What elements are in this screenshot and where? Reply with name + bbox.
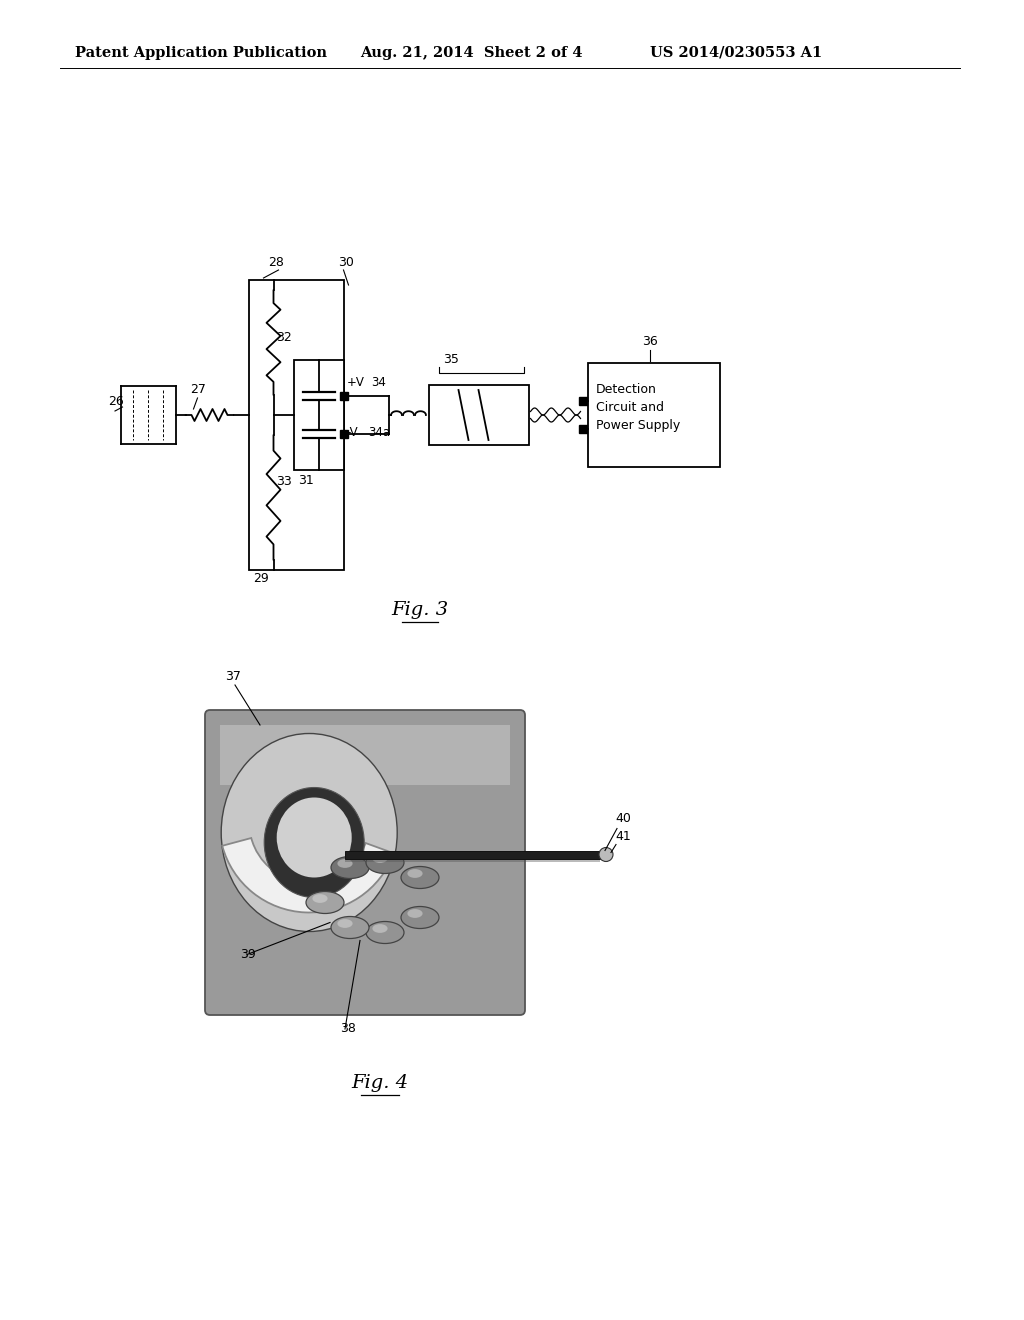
Ellipse shape <box>337 919 352 928</box>
Text: Power Supply: Power Supply <box>596 418 680 432</box>
Text: US 2014/0230553 A1: US 2014/0230553 A1 <box>650 46 822 59</box>
Text: 31: 31 <box>299 474 314 487</box>
Text: 39: 39 <box>240 948 256 961</box>
Ellipse shape <box>401 866 439 888</box>
Bar <box>220 725 510 785</box>
Ellipse shape <box>221 734 397 932</box>
Ellipse shape <box>401 907 439 928</box>
Bar <box>428 385 528 445</box>
Text: -V: -V <box>346 425 358 438</box>
Ellipse shape <box>331 916 369 939</box>
Text: Circuit and: Circuit and <box>596 401 664 414</box>
Text: Aug. 21, 2014  Sheet 2 of 4: Aug. 21, 2014 Sheet 2 of 4 <box>360 46 583 59</box>
Ellipse shape <box>276 797 351 878</box>
Text: 27: 27 <box>190 383 207 396</box>
Ellipse shape <box>331 857 369 879</box>
Ellipse shape <box>373 854 388 863</box>
Bar <box>294 360 343 470</box>
Text: 26: 26 <box>108 395 124 408</box>
Text: Fig. 4: Fig. 4 <box>351 1074 409 1092</box>
Text: +V: +V <box>346 376 365 389</box>
Text: 33: 33 <box>276 475 292 488</box>
Text: Fig. 3: Fig. 3 <box>391 601 449 619</box>
Text: 35: 35 <box>443 352 460 366</box>
Ellipse shape <box>366 851 404 874</box>
Text: Patent Application Publication: Patent Application Publication <box>75 46 327 59</box>
Text: 34a: 34a <box>369 425 390 438</box>
Bar <box>345 850 600 858</box>
Text: 32: 32 <box>276 331 292 343</box>
Text: 40: 40 <box>615 813 631 825</box>
Ellipse shape <box>264 788 365 898</box>
Text: 37: 37 <box>225 671 241 682</box>
Text: 41: 41 <box>615 830 631 843</box>
Text: 30: 30 <box>339 256 354 269</box>
Ellipse shape <box>312 894 328 903</box>
Ellipse shape <box>373 924 388 933</box>
FancyBboxPatch shape <box>205 710 525 1015</box>
Ellipse shape <box>599 847 613 862</box>
Ellipse shape <box>408 909 423 917</box>
Text: 29: 29 <box>254 572 269 585</box>
Text: 28: 28 <box>268 256 285 269</box>
Text: 38: 38 <box>340 1022 356 1035</box>
Text: Detection: Detection <box>596 383 656 396</box>
Ellipse shape <box>366 921 404 944</box>
Bar <box>249 280 343 570</box>
Ellipse shape <box>408 869 423 878</box>
Bar <box>345 854 600 862</box>
Text: 36: 36 <box>642 335 658 348</box>
Text: 34: 34 <box>372 376 386 389</box>
Wedge shape <box>222 838 394 912</box>
Ellipse shape <box>306 891 344 913</box>
Ellipse shape <box>337 859 352 869</box>
Bar <box>588 363 720 467</box>
